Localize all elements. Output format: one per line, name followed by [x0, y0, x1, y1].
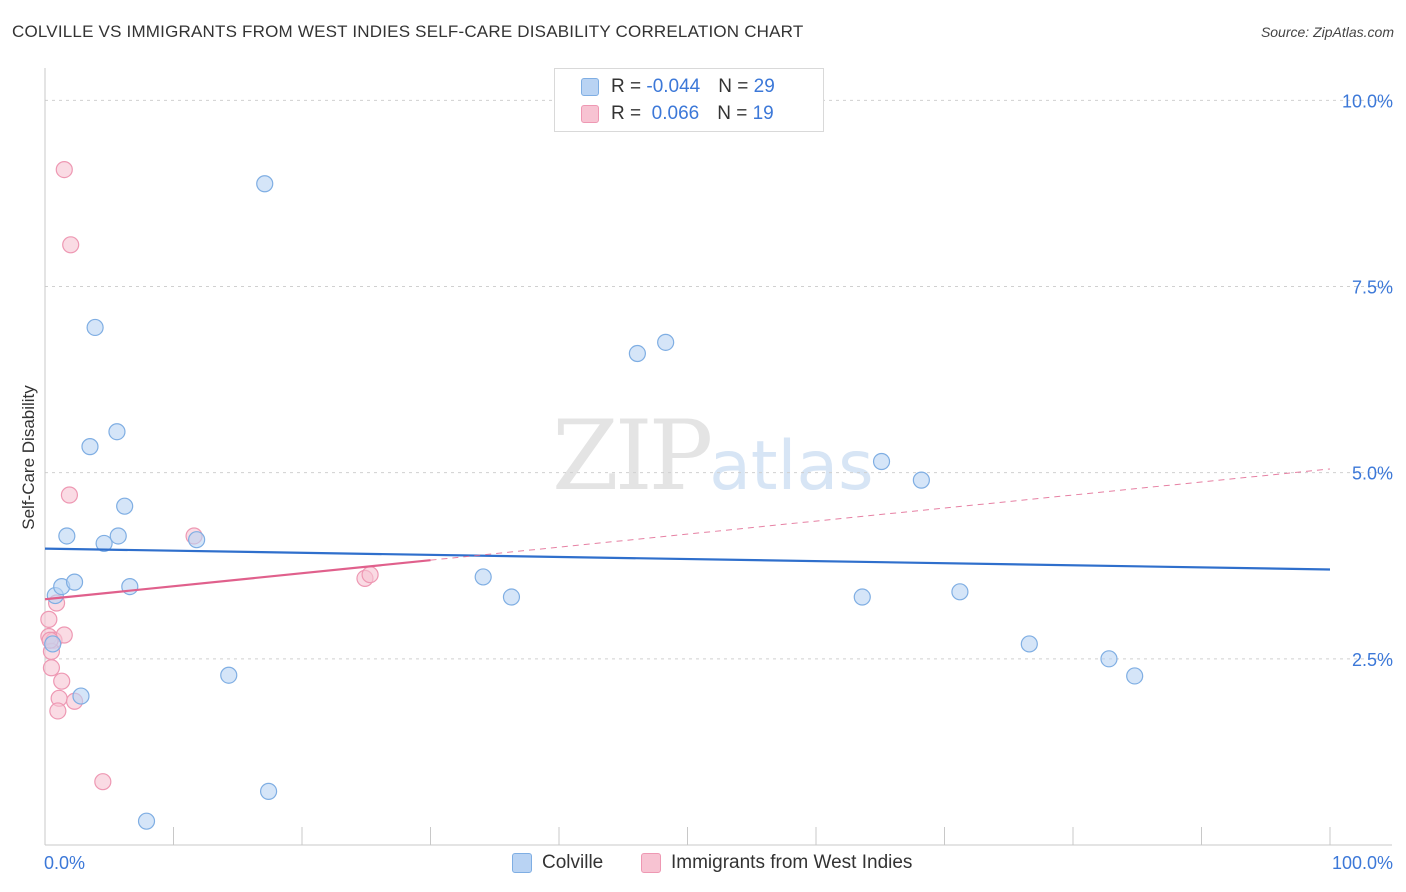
chart-title: COLVILLE VS IMMIGRANTS FROM WEST INDIES … [12, 22, 804, 41]
watermark-zip: ZIP [552, 400, 713, 512]
source-label: Source: ZipAtlas.com [1260, 24, 1394, 40]
westindies-swatch [581, 105, 599, 123]
legend-item-westindies[interactable]: Immigrants from West Indies [641, 852, 912, 874]
series-legend: Colville Immigrants from West Indies [0, 852, 1406, 878]
colville-point [116, 497, 134, 515]
x-tick-label: 0.0% [44, 853, 85, 873]
colville-point [853, 588, 871, 606]
westindies-point [49, 702, 67, 720]
watermark: ZIPatlas [552, 400, 874, 512]
colville-point [502, 588, 521, 606]
x-tick-label: 100.0% [1332, 853, 1393, 873]
colville-point [109, 527, 127, 545]
watermark-atlas: atlas [709, 427, 874, 506]
colville-point [137, 812, 156, 830]
legend-n-value-colville: 29 [753, 76, 775, 97]
colville-trendline [44, 547, 1331, 571]
legend-r-label: R = [611, 76, 647, 97]
westindies-trendline-extension [430, 468, 1331, 561]
colville-point [1126, 667, 1144, 685]
colville-point [220, 666, 238, 684]
westindies-point [53, 672, 71, 690]
colville-point [95, 534, 113, 553]
westindies-point [55, 160, 73, 179]
westindies-point [62, 236, 80, 254]
y-tick-label: 2.5% [1352, 650, 1393, 670]
legend-row-westindies: R = 0.066 N = 19 [581, 101, 774, 127]
y-tick-label: 5.0% [1352, 464, 1393, 484]
colville-point [628, 344, 646, 363]
legend-r-label: R = [611, 103, 647, 124]
westindies-point [40, 610, 58, 628]
legend-r-value-westindies: 0.066 [646, 103, 700, 124]
y-tick-label: 10.0% [1342, 91, 1393, 111]
legend-n-label: N = [718, 76, 754, 97]
legend-n-value-westindies: 19 [752, 103, 774, 124]
legend-item-colville[interactable]: Colville [512, 852, 603, 874]
colville-point [81, 438, 99, 456]
colville-point [58, 527, 76, 545]
colville-point [872, 452, 891, 471]
westindies-swatch [641, 853, 661, 873]
westindies-point [94, 773, 112, 791]
westindies-point [42, 659, 61, 677]
westindies-trendline [44, 559, 431, 601]
colville-point [657, 333, 675, 351]
colville-point [1020, 635, 1038, 653]
colville-swatch [512, 853, 532, 873]
colville-point [256, 175, 274, 193]
colville-swatch [581, 78, 599, 96]
colville-point [65, 573, 84, 591]
colville-point [474, 568, 492, 586]
colville-point [188, 531, 206, 549]
legend-label-westindies: Immigrants from West Indies [671, 852, 913, 873]
colville-point [108, 423, 126, 441]
colville-point [44, 635, 62, 653]
correlation-legend: R = -0.044 N = 29 R = 0.066 N = 19 [554, 68, 824, 132]
colville-point [912, 471, 930, 489]
y-axis-label: Self-Care Disability [19, 385, 38, 530]
legend-row-colville: R = -0.044 N = 29 [581, 74, 775, 100]
legend-n-label: N = [717, 103, 753, 124]
westindies-point [60, 486, 79, 504]
legend-label-colville: Colville [542, 852, 604, 873]
y-tick-label: 7.5% [1352, 278, 1393, 298]
colville-point [951, 583, 969, 601]
westindies-point [361, 566, 379, 584]
colville-point [86, 318, 104, 337]
colville-point [259, 782, 278, 800]
colville-point [1100, 650, 1118, 668]
legend-r-value-colville: -0.044 [646, 76, 701, 97]
colville-point [72, 687, 90, 705]
